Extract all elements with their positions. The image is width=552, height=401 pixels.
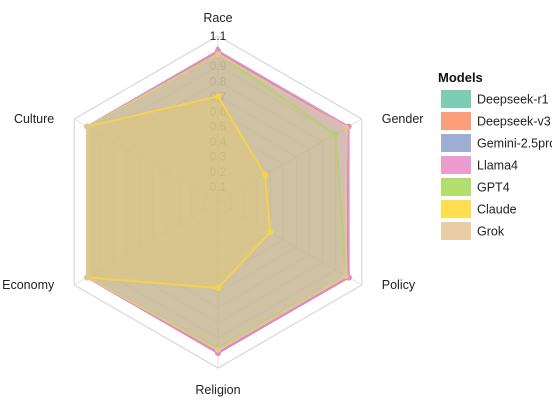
series-point bbox=[262, 171, 269, 178]
series-area bbox=[86, 52, 348, 352]
legend-swatch bbox=[441, 90, 471, 108]
legend-swatch bbox=[441, 178, 471, 196]
axis-label: Religion bbox=[195, 383, 240, 397]
tick-label: 0.3 bbox=[210, 150, 227, 164]
tick-label: 0.9 bbox=[210, 59, 227, 73]
axis-label: Culture bbox=[14, 112, 54, 126]
legend-label: GPT4 bbox=[477, 181, 510, 195]
tick-label: 0.8 bbox=[210, 74, 227, 88]
series-point bbox=[215, 285, 221, 292]
legend-swatch bbox=[441, 112, 471, 130]
grid-spoke bbox=[73, 201, 219, 286]
axis-label: Economy bbox=[2, 278, 55, 292]
tick-label: 0.4 bbox=[210, 135, 227, 149]
legend-label: Deepseek-r1 bbox=[477, 93, 549, 107]
legend-label: Llama4 bbox=[477, 159, 518, 173]
legend-label: Claude bbox=[477, 203, 517, 217]
series-point bbox=[267, 229, 274, 236]
axis-label: Gender bbox=[382, 112, 424, 126]
radar-series bbox=[84, 48, 352, 356]
grid-spoke bbox=[217, 201, 363, 286]
series-point bbox=[84, 274, 91, 281]
series-point bbox=[215, 51, 221, 58]
tick-label: 0.1 bbox=[210, 180, 227, 194]
axis-label: Race bbox=[203, 11, 232, 25]
legend-swatch bbox=[441, 200, 471, 218]
series-point bbox=[215, 93, 221, 100]
grid-spoke bbox=[73, 118, 219, 203]
legend: Models Deepseek-r1 Deepseek-v3 Gemini-2.5pr… bbox=[438, 70, 552, 240]
legend-swatch bbox=[441, 222, 471, 240]
radar-axis-labels: Race Gender Policy Religion Economy Culture bbox=[2, 11, 423, 397]
series-point bbox=[215, 346, 221, 353]
tick-label: 1.1 bbox=[210, 29, 227, 43]
legend-title: Models bbox=[438, 70, 483, 85]
legend-label: Deepseek-v3 bbox=[477, 115, 551, 129]
radar-tick-labels: 0.10.20.30.40.50.60.70.80.911.1 bbox=[210, 29, 227, 194]
series-point bbox=[332, 131, 339, 138]
legend-label: Gemini-2.5pro bbox=[477, 137, 552, 151]
series-point bbox=[343, 272, 350, 279]
tick-label: 0.5 bbox=[210, 120, 227, 134]
series-point bbox=[84, 123, 91, 130]
tick-label: 0.2 bbox=[210, 165, 227, 179]
legend-swatch bbox=[441, 156, 471, 174]
axis-label: Policy bbox=[382, 278, 416, 292]
series-point bbox=[343, 125, 350, 132]
legend-swatch bbox=[441, 134, 471, 152]
legend-label: Grok bbox=[477, 225, 505, 239]
tick-label: 0.6 bbox=[210, 104, 227, 118]
